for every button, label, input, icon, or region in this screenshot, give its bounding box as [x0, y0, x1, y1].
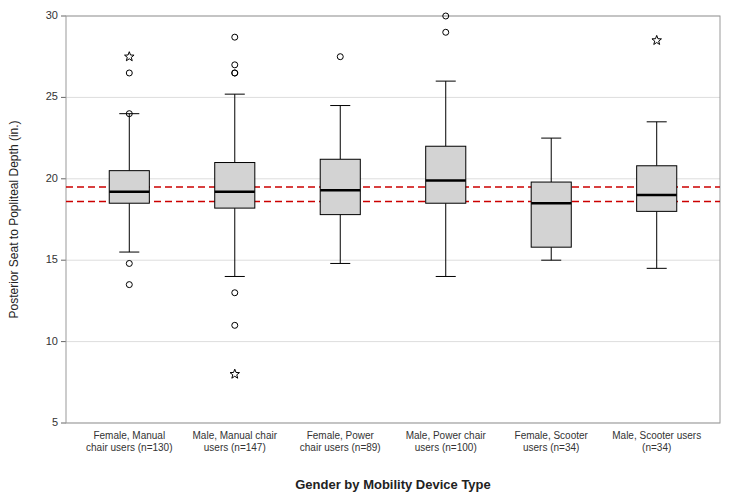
grid-line: [66, 97, 720, 98]
category-label: Male, Scooter users(n=34): [612, 430, 701, 453]
tick-mark: [61, 178, 66, 179]
whisker: [234, 94, 235, 162]
median: [637, 194, 677, 197]
outlier-circle: [232, 62, 238, 68]
median: [320, 189, 360, 192]
median: [215, 191, 255, 194]
outlier-circle: [126, 70, 132, 76]
tick-mark: [61, 16, 66, 17]
whisker-cap: [225, 276, 245, 277]
category-label: Female, Scooterusers (n=34): [515, 430, 589, 453]
whisker-cap: [119, 113, 139, 114]
whisker-cap: [541, 260, 561, 261]
category-label-line: Female, Scooter: [515, 430, 589, 441]
whisker-cap: [330, 105, 350, 106]
whisker: [340, 215, 341, 264]
box: [109, 171, 149, 204]
grid-line: [66, 260, 720, 261]
category-label-line: Male, Power chair: [406, 430, 487, 441]
category-label: Male, Manual chairusers (n=147): [193, 430, 278, 453]
whisker: [656, 211, 657, 268]
category-label-line: Male, Scooter users: [612, 430, 701, 441]
grid-line: [66, 178, 720, 179]
whisker: [551, 138, 552, 182]
outlier-circle: [443, 13, 449, 19]
tick-label: 5: [52, 416, 58, 428]
outlier-circle: [232, 70, 238, 76]
whisker: [551, 247, 552, 260]
whisker-cap: [436, 81, 456, 82]
outlier-circle: [232, 290, 238, 296]
reference-lines: [66, 187, 720, 202]
whisker: [445, 81, 446, 146]
whisker-cap: [119, 252, 139, 253]
outlier-circle: [126, 282, 132, 288]
plot-frame: [66, 16, 720, 423]
whisker: [234, 208, 235, 276]
x-axis-label: Gender by Mobility Device Type: [295, 477, 491, 492]
tick-mark: [61, 260, 66, 261]
whisker-cap: [647, 121, 667, 122]
category-label: Female, Manualchair users (n=130): [86, 430, 172, 453]
tick-label: 15: [46, 253, 58, 265]
median: [109, 191, 149, 194]
whisker: [340, 106, 341, 160]
boxes: [109, 81, 677, 276]
outlier-circle: [232, 322, 238, 328]
whisker: [129, 203, 130, 252]
tick-label: 20: [46, 172, 58, 184]
category-label-line: users (n=100): [415, 442, 477, 453]
box: [215, 163, 255, 209]
tick-label: 25: [46, 90, 58, 102]
tick-mark: [61, 423, 66, 424]
tick-label: 30: [46, 9, 58, 21]
category-label-line: (n=34): [642, 442, 671, 453]
tick-label: 10: [46, 335, 58, 347]
reference-line: [66, 201, 720, 203]
y-axis-label: Posterior Seat to Popliteal Depth (in.): [7, 120, 21, 318]
chart: 51015202530Female, Manualchair users (n=…: [0, 0, 734, 501]
whisker: [129, 114, 130, 171]
category-label-line: Female, Power: [307, 430, 375, 441]
category-label-line: chair users (n=130): [86, 442, 172, 453]
whisker: [656, 122, 657, 166]
whisker-cap: [330, 263, 350, 264]
box: [531, 182, 571, 247]
category-label: Male, Power chairusers (n=100): [406, 430, 487, 453]
category-label-line: chair users (n=89): [300, 442, 381, 453]
outlier-circle: [126, 111, 132, 117]
outlier-star: [125, 52, 135, 61]
tick-mark: [61, 341, 66, 342]
category-label: Female, Powerchair users (n=89): [300, 430, 381, 453]
whisker-cap: [225, 94, 245, 95]
outlier-star: [230, 369, 240, 378]
outlier-circle: [443, 29, 449, 35]
category-label-line: Female, Manual: [93, 430, 165, 441]
outlier-circle: [126, 260, 132, 266]
reference-line: [66, 186, 720, 188]
median: [531, 202, 571, 205]
box: [426, 146, 466, 203]
whisker-cap: [436, 276, 456, 277]
box: [320, 159, 360, 214]
whisker-cap: [541, 138, 561, 139]
box: [637, 166, 677, 212]
outlier-circle: [337, 54, 343, 60]
grid: [66, 16, 720, 423]
outlier-circle: [232, 70, 238, 76]
category-label-line: users (n=147): [204, 442, 266, 453]
median: [426, 179, 466, 182]
category-label-line: users (n=34): [523, 442, 579, 453]
whisker-cap: [647, 268, 667, 269]
outlier-star: [652, 35, 662, 44]
tick-mark: [61, 97, 66, 98]
whisker: [445, 203, 446, 276]
outliers: [125, 13, 662, 378]
grid-line: [66, 341, 720, 342]
outlier-circle: [232, 34, 238, 40]
category-label-line: Male, Manual chair: [193, 430, 278, 441]
